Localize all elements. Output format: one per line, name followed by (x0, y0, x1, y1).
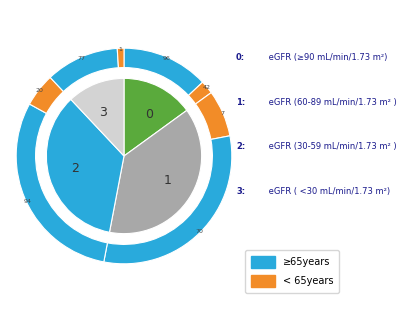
Wedge shape (46, 100, 124, 232)
Text: 1: 1 (163, 174, 171, 188)
Text: 1: 1 (119, 47, 122, 52)
Text: eGFR (≥90 mL/min/1.73 m²): eGFR (≥90 mL/min/1.73 m²) (266, 53, 387, 62)
Text: 77: 77 (78, 56, 86, 61)
Text: 0:: 0: (236, 53, 245, 62)
Wedge shape (71, 78, 124, 156)
Text: 42: 42 (202, 85, 210, 90)
Text: 94: 94 (24, 199, 32, 204)
Wedge shape (30, 77, 64, 113)
Legend: ≥65years, < 65years: ≥65years, < 65years (245, 250, 339, 293)
Text: 2:: 2: (236, 142, 245, 151)
Wedge shape (104, 136, 232, 264)
Text: 1:: 1: (236, 98, 245, 107)
Wedge shape (110, 110, 202, 234)
Text: 20: 20 (36, 88, 44, 93)
Text: eGFR (30-59 mL/min/1.73 m² ): eGFR (30-59 mL/min/1.73 m² ) (266, 142, 396, 151)
Wedge shape (50, 48, 118, 91)
Wedge shape (124, 48, 203, 95)
Wedge shape (16, 104, 108, 262)
Text: 0: 0 (145, 108, 153, 121)
Text: 3: 3 (99, 106, 107, 119)
Text: 3:: 3: (236, 187, 245, 196)
Text: 2: 2 (71, 163, 79, 175)
Text: eGFR (60-89 mL/min/1.73 m² ): eGFR (60-89 mL/min/1.73 m² ) (266, 98, 396, 107)
Text: 96: 96 (162, 56, 170, 61)
Text: eGFR ( <30 mL/min/1.73 m²): eGFR ( <30 mL/min/1.73 m²) (266, 187, 390, 196)
Wedge shape (124, 78, 187, 156)
Text: 70: 70 (196, 229, 204, 234)
Wedge shape (188, 82, 211, 104)
Wedge shape (196, 93, 230, 139)
Text: 7: 7 (220, 111, 224, 116)
Wedge shape (117, 48, 124, 68)
